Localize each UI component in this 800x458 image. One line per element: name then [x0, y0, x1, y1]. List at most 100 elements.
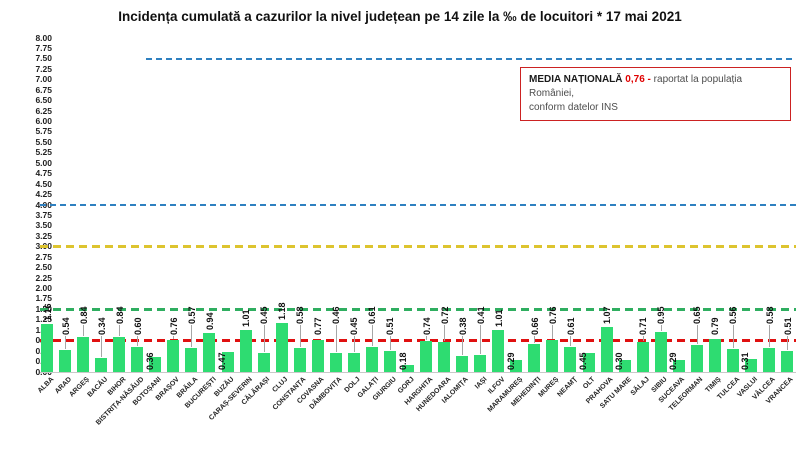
bar-value-label: 0.45 — [578, 352, 588, 370]
bar — [618, 359, 631, 372]
bar — [185, 348, 198, 372]
label-leader-line — [732, 325, 734, 348]
y-tick-label: 6.50 — [35, 95, 52, 106]
bar-value-label: 0.29 — [668, 352, 679, 370]
label-leader-line — [696, 325, 698, 344]
bar-value-label: 0.84 — [114, 306, 125, 324]
y-tick-label: 5.50 — [35, 136, 52, 147]
label-leader-line — [426, 336, 427, 341]
bar-value-label: 0.57 — [186, 306, 197, 324]
bar-value-label: 0.65 — [692, 306, 703, 324]
bar — [636, 342, 649, 372]
bar — [95, 357, 108, 372]
bar-value-label: 0.66 — [529, 317, 540, 335]
bar-value-label: 0.41 — [475, 306, 486, 324]
bar-value-label: 1.16 — [42, 303, 53, 321]
label-leader-line — [101, 336, 103, 357]
bar — [113, 336, 126, 372]
bar-value-label: 0.77 — [313, 317, 324, 335]
bar — [383, 350, 396, 372]
bar — [510, 359, 523, 372]
y-tick-label: 7.50 — [35, 53, 52, 64]
national-average-dash: - — [647, 74, 651, 85]
bar-value-label: 0.31 — [740, 352, 751, 370]
y-tick-label: 2.75 — [35, 251, 52, 262]
bar-value-label: 0.79 — [710, 317, 721, 335]
label-leader-line — [65, 336, 66, 349]
bar — [239, 329, 252, 372]
bar — [257, 353, 270, 372]
bar-value-label: 0.58 — [295, 306, 306, 324]
label-leader-line — [173, 336, 175, 340]
bar-value-label: 0.45 — [259, 306, 270, 324]
bar — [41, 323, 53, 372]
ref-line-mid-threshold — [40, 204, 796, 206]
label-leader-line — [263, 325, 265, 353]
bar-value-label: 0.56 — [728, 306, 739, 324]
label-leader-line — [642, 336, 644, 342]
y-tick-label: 2.00 — [35, 283, 52, 293]
ref-line-yellow-threshold — [40, 245, 796, 249]
bar — [763, 347, 775, 372]
x-axis-line — [40, 372, 796, 373]
bar — [221, 352, 234, 372]
label-leader-line — [389, 336, 391, 350]
bar-value-label: 0.38 — [457, 317, 468, 335]
y-tick-label: 6.00 — [35, 116, 52, 126]
bar-value-label: 0.76 — [168, 317, 179, 335]
bar — [402, 364, 414, 372]
y-tick-label: 5.75 — [35, 126, 52, 137]
bar-value-label: 0.46 — [331, 306, 342, 324]
bar — [365, 346, 378, 372]
y-tick-label: 3.25 — [35, 230, 52, 241]
bar — [293, 347, 306, 372]
bar — [726, 348, 739, 372]
bar — [582, 353, 595, 372]
bar-value-label: 0.51 — [385, 317, 396, 335]
bar — [744, 359, 757, 372]
label-leader-line — [462, 336, 464, 356]
bar-value-label: 0.29 — [505, 352, 516, 370]
bar-value-label: 1.01 — [241, 309, 251, 327]
bar — [708, 339, 721, 372]
bar — [420, 341, 432, 372]
bar-value-label: 0.36 — [144, 352, 155, 370]
bar — [600, 327, 613, 372]
bar-value-label: 1.01 — [493, 309, 504, 327]
national-average-source: conform datelor INS — [529, 102, 618, 113]
bar-value-label: 1.07 — [602, 306, 612, 325]
bar-value-label: 0.84 — [78, 306, 89, 324]
bar — [546, 340, 559, 372]
bar — [654, 332, 667, 372]
bar-value-label: 1.18 — [277, 302, 288, 320]
y-tick-label: 4.50 — [35, 178, 52, 189]
label-leader-line — [137, 336, 139, 346]
label-leader-line — [353, 336, 355, 353]
label-leader-line — [769, 325, 770, 347]
bar-value-label: 0.51 — [782, 317, 793, 335]
label-leader-line — [119, 325, 121, 336]
bar — [329, 352, 342, 372]
label-leader-line — [570, 336, 572, 346]
chart-title: Incidența cumulată a cazurilor la nivel … — [118, 9, 682, 24]
bar — [149, 357, 162, 372]
bar-value-label: 0.61 — [367, 306, 378, 324]
y-tick-label: 2.50 — [35, 262, 52, 273]
bar — [781, 350, 793, 372]
bar-value-label: 0.47 — [217, 352, 227, 370]
bar — [131, 346, 144, 372]
bar-value-label: 0.30 — [614, 352, 625, 370]
label-leader-line — [371, 325, 373, 346]
label-leader-line — [83, 325, 85, 336]
bar — [528, 344, 541, 372]
bar-value-label: 0.34 — [96, 317, 107, 335]
label-leader-line — [444, 325, 446, 341]
bar — [564, 346, 577, 372]
bar-value-label: 0.60 — [132, 317, 143, 335]
label-leader-line — [787, 336, 788, 350]
bar-value-label: 0.94 — [204, 312, 215, 330]
bar-value-label: 0.61 — [565, 317, 576, 335]
bar — [690, 344, 703, 372]
bar — [275, 322, 288, 372]
y-tick-label: 5.00 — [35, 157, 52, 168]
